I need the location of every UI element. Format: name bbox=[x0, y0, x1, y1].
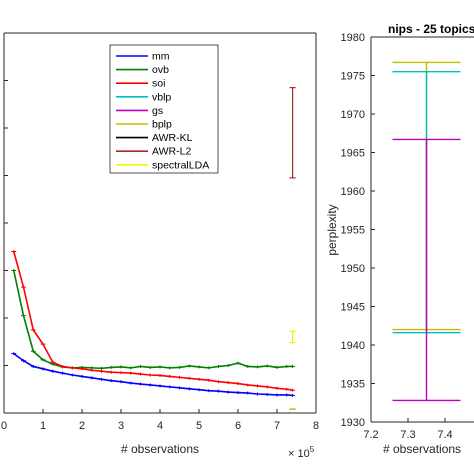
legend-label-ovb: ovb bbox=[152, 64, 169, 76]
legend-label-gs: gs bbox=[152, 105, 163, 117]
right-y-tick-label: 1935 bbox=[341, 379, 365, 391]
right-x-tick-label: 7.3 bbox=[400, 429, 415, 441]
right-y-axis-label: perplexity bbox=[325, 204, 339, 255]
left-x-tick-label: 5 bbox=[196, 420, 202, 432]
legend-label-soi: soi bbox=[152, 78, 165, 90]
right-x-tick-label: 7.4 bbox=[437, 429, 452, 441]
left-x-tick-label: 8 bbox=[313, 420, 319, 432]
left-x-tick-label: 6 bbox=[235, 420, 241, 432]
right-y-tick-label: 1965 bbox=[341, 148, 365, 160]
left-x-exponent: × 105 bbox=[288, 445, 315, 460]
left-x-tick-label: 7 bbox=[274, 420, 280, 432]
right-y-tick-label: 1945 bbox=[341, 302, 365, 314]
legend-label-mm: mm bbox=[152, 51, 170, 63]
left-x-tick-label: 3 bbox=[118, 420, 124, 432]
left-x-tick-label: 4 bbox=[157, 420, 163, 432]
right-y-tick-label: 1950 bbox=[341, 263, 365, 275]
right-y-tick-label: 1940 bbox=[341, 340, 365, 352]
legend-label-bplp: bplp bbox=[152, 119, 172, 131]
legend-label-AWR-KL: AWR-KL bbox=[152, 132, 193, 144]
left-x-tick-label: 0 bbox=[1, 420, 7, 432]
right-plot-area bbox=[371, 37, 474, 422]
right-y-tick-label: 1930 bbox=[341, 417, 365, 429]
legend-label-AWR-L2: AWR-L2 bbox=[152, 146, 191, 158]
right-plot: 7.2 7.3 7.4 1930 1935 1940 1945 1950 1955 1960 19… bbox=[325, 22, 474, 456]
right-y-tick-label: 1955 bbox=[341, 225, 365, 237]
legend-label-spectralLDA: spectralLDA bbox=[152, 159, 209, 171]
left-x-tick-label: 2 bbox=[79, 420, 85, 432]
right-y-tick-label: 1975 bbox=[341, 71, 365, 83]
right-x-axis-label: # observations bbox=[383, 442, 461, 456]
left-x-tick-label: 1 bbox=[40, 420, 46, 432]
right-y-tick-label: 1980 bbox=[341, 32, 365, 44]
right-x-tick-label: 7.2 bbox=[363, 429, 378, 441]
right-y-tick-label: 1960 bbox=[341, 186, 365, 198]
left-x-axis-label: # observations bbox=[121, 442, 199, 456]
right-plot-title: nips - 25 topics bbox=[388, 22, 474, 36]
legend-label-vblp: vblp bbox=[152, 91, 171, 103]
right-y-tick-label: 1970 bbox=[341, 109, 365, 121]
